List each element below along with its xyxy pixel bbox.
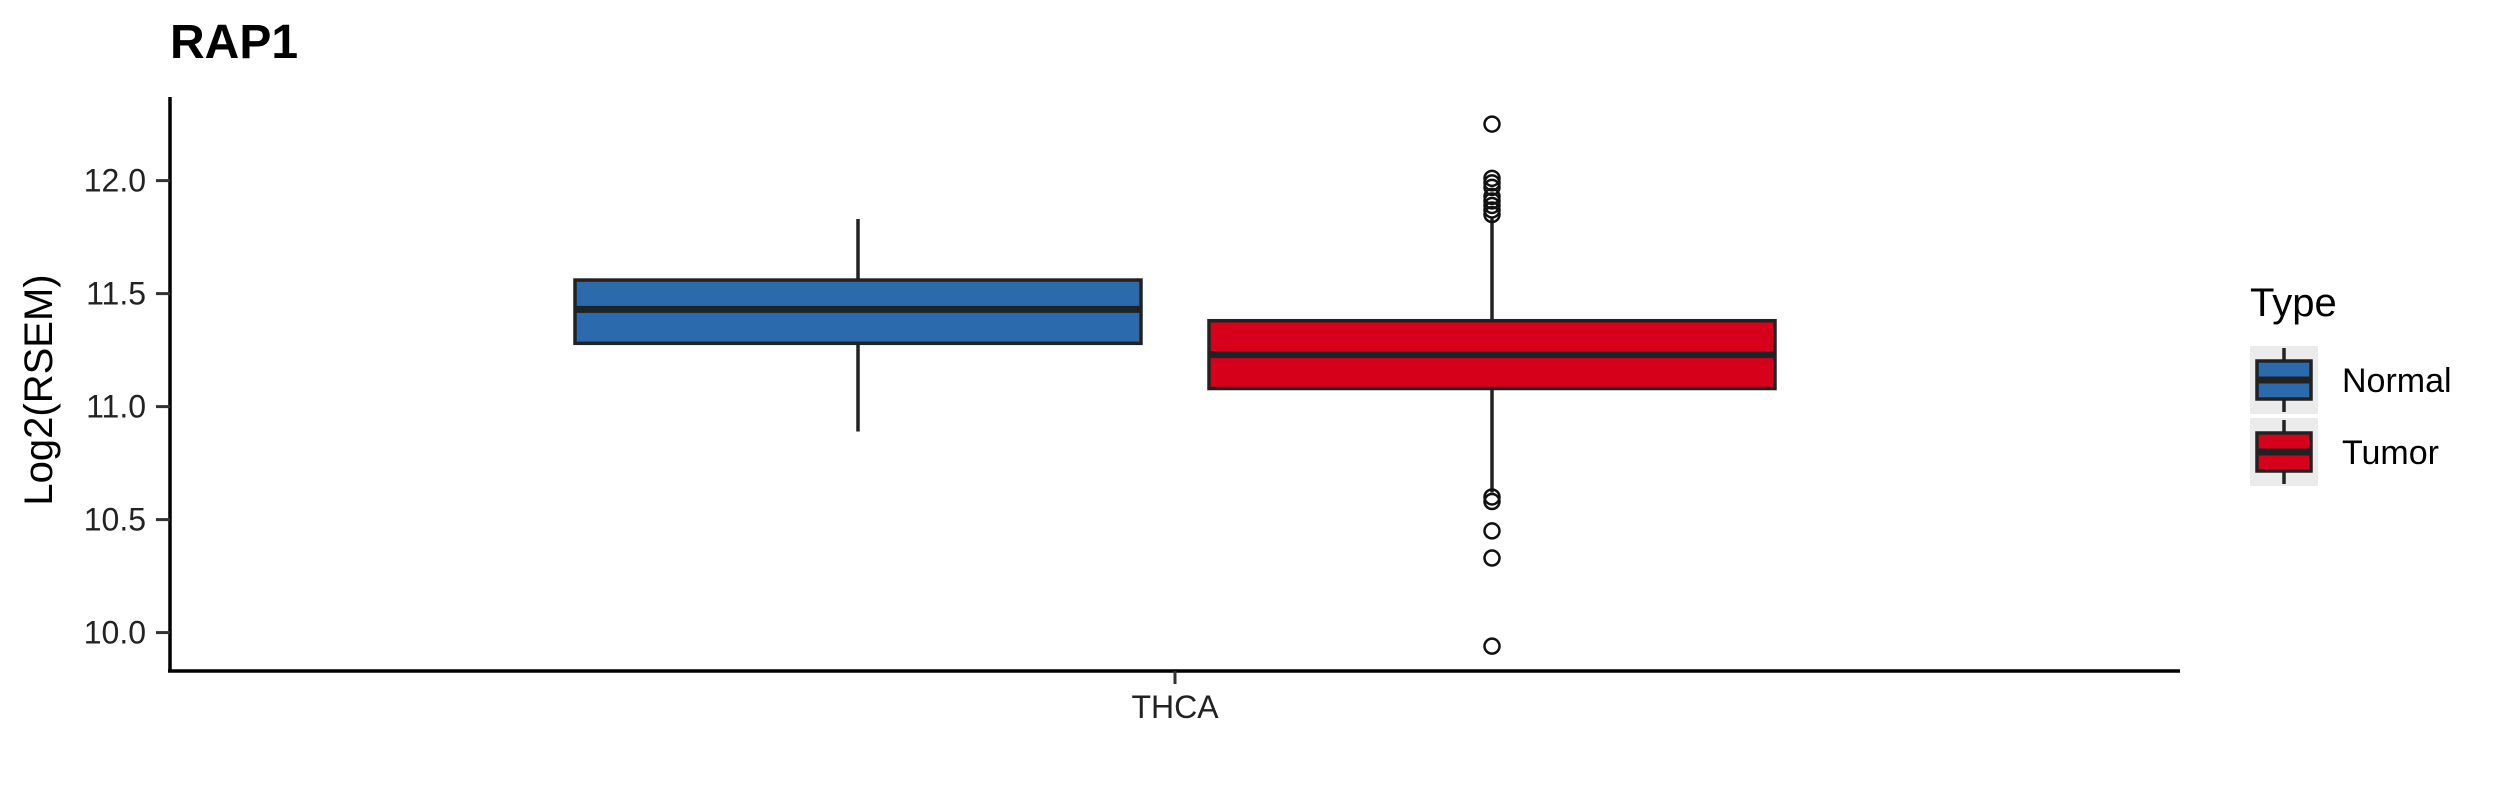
outlier-point-tumor [1483, 492, 1501, 511]
legend-label-normal: Normal [2342, 362, 2452, 400]
legend-title: Type [2250, 281, 2337, 325]
legend-label-tumor: Tumor [2342, 434, 2439, 472]
y-tick-label: 10.0 [84, 615, 146, 651]
outlier-point-tumor [1483, 205, 1501, 224]
outlier-point-tumor [1483, 192, 1501, 210]
box-tumor [1207, 115, 1777, 655]
y-tick-label: 10.5 [84, 502, 146, 538]
y-tick-label: 11.0 [86, 389, 146, 425]
legend-item-normal: Normal [2250, 346, 2452, 414]
y-axis: 10.0 10.5 11.0 11.5 12.0 [84, 97, 172, 671]
outlier-point-tumor [1483, 169, 1501, 188]
legend: Type Normal Tumor [2250, 281, 2452, 486]
outlier-point-tumor [1483, 488, 1501, 506]
outlier-point-tumor [1483, 201, 1501, 219]
x-axis: THCA [168, 669, 2180, 725]
legend-items: Normal Tumor [2250, 346, 2452, 486]
y-axis-label: Log2(RSEM) [17, 274, 61, 505]
y-tick-label: 12.0 [84, 163, 146, 199]
x-tick-label-thca: THCA [1131, 689, 1219, 725]
outlier-point-tumor [1483, 549, 1501, 567]
legend-item-tumor: Tumor [2250, 418, 2439, 486]
box-normal [573, 219, 1143, 432]
outlier-point-tumor [1483, 196, 1501, 215]
outlier-point-tumor [1483, 522, 1501, 540]
plot-area [573, 115, 1777, 655]
outlier-point-tumor [1483, 637, 1501, 655]
outlier-point-tumor [1483, 115, 1501, 133]
outlier-point-tumor [1483, 187, 1501, 206]
outlier-point-tumor [1483, 178, 1501, 197]
chart-title: RAP1 [170, 16, 298, 69]
y-ticks: 10.0 10.5 11.0 11.5 12.0 [84, 163, 170, 651]
outlier-point-tumor [1483, 174, 1501, 192]
y-tick-label: 11.5 [86, 276, 146, 312]
